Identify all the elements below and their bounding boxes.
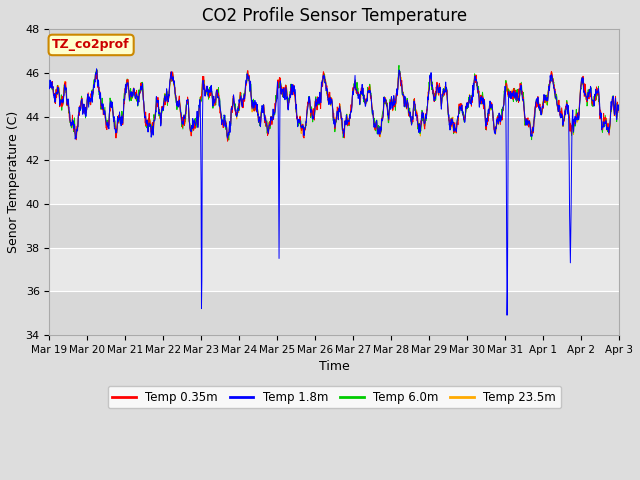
X-axis label: Time: Time — [319, 360, 349, 373]
Bar — [49, 248, 619, 291]
Legend: Temp 0.35m, Temp 1.8m, Temp 6.0m, Temp 23.5m: Temp 0.35m, Temp 1.8m, Temp 6.0m, Temp 2… — [108, 386, 561, 408]
Y-axis label: Senor Temperature (C): Senor Temperature (C) — [7, 111, 20, 253]
Bar — [49, 29, 619, 73]
Bar — [49, 204, 619, 248]
Title: CO2 Profile Sensor Temperature: CO2 Profile Sensor Temperature — [202, 7, 467, 25]
Bar — [49, 291, 619, 335]
Bar — [49, 117, 619, 160]
Bar — [49, 160, 619, 204]
Bar — [49, 73, 619, 117]
Text: TZ_co2prof: TZ_co2prof — [52, 38, 130, 51]
